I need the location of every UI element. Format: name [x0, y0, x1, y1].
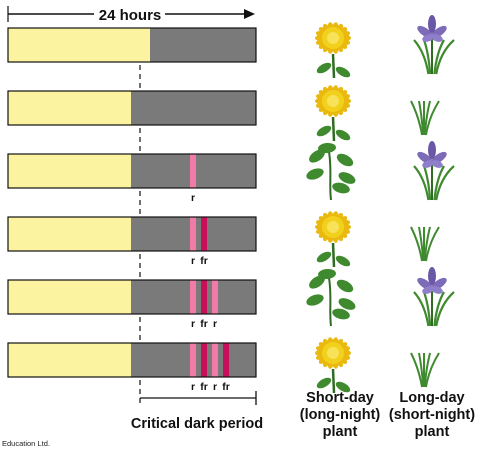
grass-blades-icon	[410, 352, 440, 388]
flash-label-item: fr	[200, 318, 208, 330]
flash-label-item: fr	[200, 255, 208, 267]
far-red-light-flash	[201, 343, 207, 377]
photoperiod-rows: rr frr fr rr fr r fr	[7, 15, 455, 394]
light-period-bar	[8, 154, 131, 188]
flash-label-item: r	[191, 192, 195, 204]
flash-label-item: fr	[200, 381, 208, 393]
green-shoot-icon	[306, 268, 356, 327]
flash-label-item: r	[191, 255, 195, 267]
critical-dark-period-label: Critical dark period	[131, 416, 263, 432]
flash-label-item: fr	[222, 381, 230, 393]
bar-outline	[7, 27, 257, 63]
flash-label-item: r	[213, 318, 217, 330]
dark-period-bar	[150, 28, 256, 62]
grass-blades-icon	[410, 100, 440, 136]
bar-outline	[7, 342, 257, 378]
red-light-flash	[190, 154, 196, 188]
critical-dark-bracket: Critical dark period	[131, 391, 263, 432]
dark-period-bar	[131, 91, 256, 125]
light-period-bar	[8, 217, 131, 251]
light-period-bar	[8, 280, 131, 314]
photoperiod-row: r fr	[7, 211, 440, 268]
flash-label: r fr	[191, 255, 208, 267]
light-period-bar	[8, 91, 131, 125]
light-period-bar	[8, 28, 150, 62]
red-light-flash	[212, 280, 218, 314]
yellow-chrysanthemum-icon	[315, 22, 351, 79]
bar-outline	[7, 216, 257, 252]
long-day-line-3: plant	[415, 424, 450, 440]
flash-label-item: r	[191, 381, 195, 393]
purple-iris-icon	[413, 267, 455, 327]
light-period-bar	[8, 343, 131, 377]
red-light-flash	[190, 217, 196, 251]
green-shoot-icon	[306, 142, 356, 201]
red-light-flash	[212, 343, 218, 377]
far-red-light-flash	[201, 280, 207, 314]
flash-label-item: r	[213, 381, 217, 393]
purple-iris-icon	[413, 141, 455, 201]
bar-outline	[7, 153, 257, 189]
far-red-light-flash	[223, 343, 229, 377]
flash-label: r fr r	[191, 318, 217, 330]
short-day-line-2: (long-night)	[300, 407, 381, 423]
red-light-flash	[190, 343, 196, 377]
flash-label: r fr r fr	[191, 381, 230, 393]
photoperiod-row: r	[7, 141, 455, 204]
credit-text: Education Ltd.	[2, 439, 50, 448]
red-light-flash	[190, 280, 196, 314]
far-red-light-flash	[201, 217, 207, 251]
long-day-label: Long-day (short-night) plant	[389, 390, 475, 440]
bar-outline	[7, 279, 257, 315]
yellow-chrysanthemum-icon	[315, 211, 351, 268]
short-day-line-1: Short-day	[306, 390, 374, 406]
grass-blades-icon	[410, 226, 440, 262]
photoperiod-row	[7, 15, 455, 79]
bar-outline	[7, 90, 257, 126]
duration-arrow: 24 hours	[7, 6, 255, 24]
long-day-line-1: Long-day	[399, 390, 464, 406]
duration-label: 24 hours	[99, 7, 162, 24]
photoperiod-row	[7, 85, 440, 142]
purple-iris-icon	[413, 15, 455, 75]
short-day-label: Short-day (long-night) plant	[300, 390, 381, 440]
photoperiod-row: r fr r	[7, 267, 455, 330]
photoperiod-row: r fr r fr	[7, 337, 440, 394]
flash-label: r	[191, 192, 195, 204]
yellow-chrysanthemum-icon	[315, 85, 351, 142]
yellow-chrysanthemum-icon	[315, 337, 351, 394]
short-day-line-3: plant	[323, 424, 358, 440]
long-day-line-2: (short-night)	[389, 407, 475, 423]
flash-label-item: r	[191, 318, 195, 330]
